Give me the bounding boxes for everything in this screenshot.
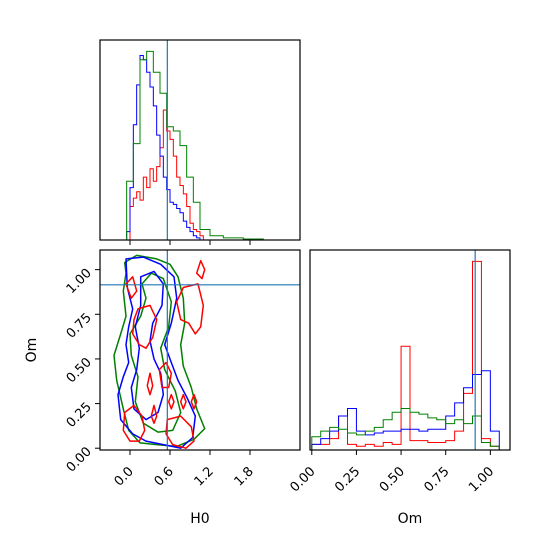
hist-om-xtick-label-4: 1.00 [466,464,497,495]
y-axis-label-om: Om [24,338,40,363]
hist-h0-series-2 [126,50,264,240]
contour-series-2-level-7 [179,393,187,410]
contour-series-2-level-4 [158,361,173,389]
hist-om-frame [309,249,511,451]
contour-series-2-level-0 [195,259,206,280]
contour-series-2-level-10 [150,404,158,424]
axis-labels: H0 Om Om [24,338,422,527]
hist-om-xtick-label-2: 0.50 [377,464,408,495]
contour-series-2-level-5 [146,372,154,396]
contour-ytick-label-4: 1.00 [64,266,95,297]
contour-series-2-level-9 [122,404,146,442]
contour-series-0-level-1 [129,272,182,433]
hist-om-xtick-label-1: 0.25 [332,464,363,495]
contour-xtick-label-2: 1.2 [192,464,217,489]
hist-om-series-1 [311,370,500,450]
contour-xtick-label-0: 0.0 [112,464,137,489]
panel-h0-histogram [99,39,301,245]
hist-h0-frame [99,39,301,241]
contour-series-1-level-0 [117,256,197,449]
hist-om-series-0 [311,260,500,450]
contour-series-2-level-3 [131,304,158,349]
contour-series-2-level-8 [190,393,198,410]
contour-series-2-level-2 [125,276,138,299]
contour-lines [113,254,206,449]
contour-series-2-level-1 [175,283,205,335]
contour-frame [99,249,301,451]
contour-ytick-label-2: 0.50 [64,355,95,386]
contour-ytick-label-1: 0.25 [64,400,95,431]
panel-om-histogram: 0.00 0.25 0.50 0.75 1.00 [288,249,511,495]
hist-om-xtick-label-3: 0.75 [421,464,452,495]
contour-xtick-label-3: 1.8 [232,464,257,489]
contour-ytick-label-3: 0.75 [64,311,95,342]
contour-series-2-level-11 [165,415,195,449]
panel-h0-om-contours: 0.0 0.6 1.2 1.8 0.00 0.25 0.50 0.75 1.00 [64,249,301,489]
x-axis-label-h0: H0 [190,511,209,527]
contour-series-2-level-6 [167,393,175,410]
contour-ytick-label-0: 0.00 [64,444,95,475]
hist-h0-series-0 [129,109,204,240]
x-axis-label-om: Om [398,511,423,527]
contour-xtick-label-1: 0.6 [152,464,177,489]
hist-om-xtick-label-0: 0.00 [288,464,319,495]
hist-om-series-2 [311,407,500,450]
hist-h0-series-1 [126,55,201,240]
